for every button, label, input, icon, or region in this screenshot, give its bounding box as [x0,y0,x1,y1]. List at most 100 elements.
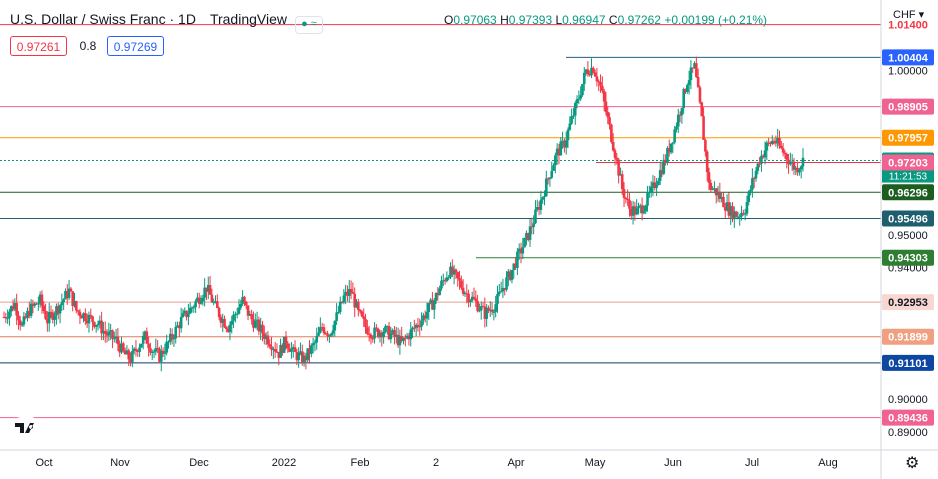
candle-body[interactable] [246,305,250,316]
candle-body[interactable] [550,170,554,178]
candle-body[interactable] [338,301,342,313]
candle-body[interactable] [170,333,174,339]
candle-body[interactable] [487,307,490,311]
candle-body[interactable] [501,287,505,292]
candle-body[interactable] [87,314,91,324]
candle-body[interactable] [794,167,798,170]
candle-body[interactable] [37,303,40,305]
candle-body[interactable] [599,81,602,86]
candle-body[interactable] [423,315,427,319]
candle-body[interactable] [658,170,662,181]
candle-body[interactable] [169,333,172,342]
candle-body[interactable] [404,337,407,339]
candle-body[interactable] [337,312,340,314]
candle-body[interactable] [255,319,259,321]
candle-body[interactable] [633,206,637,215]
candle-body[interactable] [438,288,441,296]
candle-body[interactable] [109,330,112,332]
candle-body[interactable] [373,327,376,339]
candle-body[interactable] [396,334,400,346]
candle-body[interactable] [629,208,633,216]
candle-body[interactable] [461,287,465,294]
candle-body[interactable] [588,73,591,76]
candle-body[interactable] [35,303,38,305]
candle-body[interactable] [89,314,93,317]
candle-body[interactable] [349,289,353,293]
candle-body[interactable] [380,332,384,338]
candle-body[interactable] [223,319,226,328]
candle-body[interactable] [696,76,700,88]
candle-body[interactable] [792,161,796,170]
candle-body[interactable] [563,140,566,148]
candle-body[interactable] [745,201,749,214]
candle-body[interactable] [219,317,223,323]
candle-body[interactable] [24,316,27,318]
candle-body[interactable] [781,148,785,153]
candle-body[interactable] [91,316,94,323]
candle-body[interactable] [570,116,573,124]
candle-body[interactable] [671,142,675,144]
candle-body[interactable] [80,316,84,319]
candle-body[interactable] [15,303,18,316]
candle-body[interactable] [740,212,743,217]
candle-body[interactable] [18,320,22,326]
candle-body[interactable] [216,301,219,309]
candle-body[interactable] [579,95,582,99]
candle-body[interactable] [288,348,291,352]
candle-body[interactable] [729,206,732,216]
candle-body[interactable] [221,319,225,323]
candle-body[interactable] [300,351,304,363]
candle-body[interactable] [378,332,382,337]
candle-body[interactable] [293,347,297,353]
candle-body[interactable] [190,307,194,309]
candle-body[interactable] [796,167,799,173]
candle-body[interactable] [555,148,559,156]
candle-body[interactable] [159,350,163,362]
candle-body[interactable] [56,306,60,314]
candle-body[interactable] [754,170,758,179]
candle-body[interactable] [474,298,478,302]
candle-body[interactable] [769,142,772,144]
candle-body[interactable] [731,206,734,220]
candle-body[interactable] [20,324,24,326]
candle-body[interactable] [158,348,161,362]
candle-body[interactable] [324,333,328,335]
candle-body[interactable] [635,208,638,215]
candle-body[interactable] [573,103,577,116]
candle-body[interactable] [205,287,208,292]
candle-body[interactable] [767,142,770,144]
candle-body[interactable] [230,320,234,325]
candle-body[interactable] [626,198,629,201]
candle-body[interactable] [82,313,85,319]
candle-body[interactable] [774,141,778,144]
candle-body[interactable] [192,307,196,309]
candle-body[interactable] [174,326,178,339]
candle-body[interactable] [342,295,346,303]
candle-body[interactable] [105,333,109,336]
candle-body[interactable] [494,304,497,312]
candle-body[interactable] [143,331,147,336]
candle-body[interactable] [445,277,449,282]
candle-body[interactable] [196,297,199,302]
gear-icon[interactable]: ⚙ [905,455,920,472]
candle-body[interactable] [304,355,308,361]
candle-body[interactable] [799,166,803,170]
candle-body[interactable] [456,272,460,279]
candle-body[interactable] [479,306,483,311]
candle-body[interactable] [241,296,244,304]
candle-body[interactable] [65,290,69,298]
candle-body[interactable] [472,296,476,299]
candle-body[interactable] [232,314,235,321]
candle-body[interactable] [481,306,485,308]
candle-body[interactable] [261,324,264,334]
candle-body[interactable] [765,142,769,151]
candle-body[interactable] [772,140,776,142]
candle-body[interactable] [268,344,272,347]
candle-body[interactable] [147,343,150,349]
candle-body[interactable] [535,207,539,210]
candle-body[interactable] [351,292,355,294]
candle-body[interactable] [452,269,456,275]
candle-body[interactable] [145,331,149,344]
candle-body[interactable] [286,343,290,349]
